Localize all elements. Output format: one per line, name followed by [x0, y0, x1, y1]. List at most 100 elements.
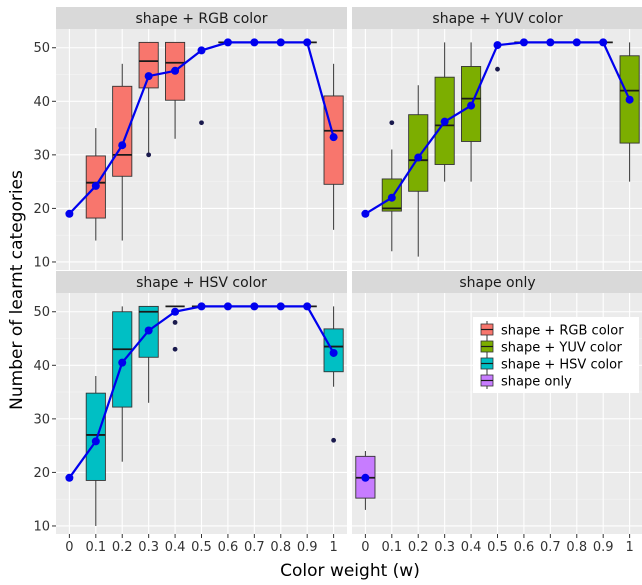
- y-tick-label: 20: [33, 202, 50, 217]
- y-tick-label: 50: [33, 305, 50, 320]
- x-tick-label: 0.4: [461, 540, 482, 555]
- legend-label: shape only: [501, 375, 572, 390]
- legend-label: shape + RGB color: [501, 324, 624, 339]
- mean-point: [361, 473, 370, 482]
- x-tick-label: 1: [329, 540, 337, 555]
- box-body: [408, 114, 429, 192]
- mean-point: [329, 348, 338, 357]
- x-tick-label: 0.8: [566, 540, 587, 555]
- x-tick-label: 0.9: [297, 540, 318, 555]
- y-tick-label: 30: [33, 148, 50, 163]
- facet-strip-label: shape + RGB color: [136, 11, 268, 27]
- facet-strip-label: shape + YUV color: [432, 11, 562, 27]
- legend: shape + RGB color shape + YUV color shape …: [473, 317, 639, 393]
- x-tick-label: 0.2: [112, 540, 133, 555]
- mean-point: [144, 72, 153, 81]
- x-tick-label: 0.2: [408, 540, 429, 555]
- outlier-point: [495, 66, 500, 72]
- legend-label: shape + HSV color: [501, 358, 623, 373]
- y-tick-label: 30: [33, 412, 50, 427]
- x-tick-label: 0.4: [165, 540, 186, 555]
- x-tick-label: 0.6: [514, 540, 535, 555]
- x-tick-label: 0.6: [218, 540, 239, 555]
- box-body: [112, 85, 133, 177]
- mean-point: [118, 141, 127, 150]
- mean-point: [387, 193, 396, 202]
- mean-point: [197, 46, 206, 55]
- outlier-point: [199, 120, 204, 126]
- outlier-point: [389, 120, 395, 126]
- box: [408, 85, 429, 257]
- facet-strip-label: shape only: [459, 275, 535, 291]
- facet-strip: [56, 271, 347, 293]
- mean-point: [414, 153, 423, 162]
- mean-point: [493, 41, 502, 50]
- box-body: [138, 41, 159, 89]
- x-tick-label: 0.3: [434, 540, 455, 555]
- x-tick-label: 0.7: [540, 540, 561, 555]
- mean-point: [276, 38, 285, 47]
- y-tick-label: 20: [33, 466, 50, 481]
- mean-point: [519, 38, 528, 47]
- y-tick-label: 40: [33, 359, 50, 374]
- facet-panel: shape + HSV color: [56, 271, 347, 534]
- mean-point: [65, 209, 74, 218]
- mean-point: [171, 307, 180, 316]
- facet-strip-label: shape + HSV color: [136, 275, 267, 291]
- y-tick-label: 10: [33, 255, 50, 270]
- mean-point: [572, 38, 581, 47]
- y-tick-label: 40: [33, 95, 50, 110]
- mean-point: [303, 302, 312, 311]
- legend-background: [473, 317, 639, 393]
- x-tick-label: 0.8: [270, 540, 291, 555]
- legend-key: [480, 372, 494, 389]
- outlier-point: [331, 437, 337, 443]
- facet-strip: [56, 7, 347, 29]
- mean-point: [303, 38, 312, 47]
- mean-point: [65, 473, 74, 482]
- x-tick-label: 0: [65, 540, 73, 555]
- x-tick-label: 0.5: [487, 540, 508, 555]
- mean-point: [144, 326, 153, 335]
- mean-point: [91, 181, 100, 190]
- mean-point: [223, 38, 232, 47]
- facet-panel: shape + RGB color: [56, 7, 347, 270]
- x-tick-label: 0.3: [138, 540, 159, 555]
- x-tick-label: 1: [625, 540, 633, 555]
- x-axes: 0 0.1 0.2 0.3 0.4 0.5 0.6 0.7 0.8 0.9 1 0 0.1 0.2 0.3 0…: [65, 534, 634, 555]
- outlier-point: [146, 152, 152, 158]
- x-axis-title: Color weight (w): [280, 561, 420, 581]
- mean-point: [625, 95, 634, 104]
- mean-point: [361, 209, 370, 218]
- mean-point: [223, 302, 232, 311]
- x-tick-label: 0: [361, 540, 369, 555]
- box-body: [85, 392, 106, 481]
- box: [85, 376, 106, 526]
- x-tick-label: 0.1: [85, 540, 106, 555]
- mean-point: [91, 437, 100, 446]
- y-tick-label: 10: [33, 519, 50, 534]
- y-axes: 10 20 30 40 50 10 20 30 40 50: [33, 41, 56, 534]
- legend-key: [480, 321, 494, 338]
- mean-point: [467, 101, 476, 110]
- mean-point: [197, 302, 206, 311]
- facet-strip: [352, 271, 642, 293]
- facet-panel: shape only: [352, 271, 642, 534]
- mean-point: [599, 38, 608, 47]
- outlier-point: [172, 346, 178, 352]
- x-tick-label: 0.5: [191, 540, 212, 555]
- y-tick-label: 50: [33, 41, 50, 56]
- mean-point: [546, 38, 555, 47]
- x-tick-label: 0.1: [381, 540, 402, 555]
- mean-point: [329, 133, 338, 142]
- x-tick-label: 0.9: [593, 540, 614, 555]
- x-tick-label: 0.7: [244, 540, 265, 555]
- legend-key: [480, 338, 494, 355]
- mean-point: [250, 38, 259, 47]
- facet-strip: [352, 7, 642, 29]
- facet-panel: shape + YUV color: [352, 7, 642, 270]
- mean-point: [171, 66, 180, 75]
- facet-panels: shape + RGB color shape + YUV color shape …: [56, 7, 642, 534]
- y-axis-title: Number of learnt categories: [7, 170, 27, 410]
